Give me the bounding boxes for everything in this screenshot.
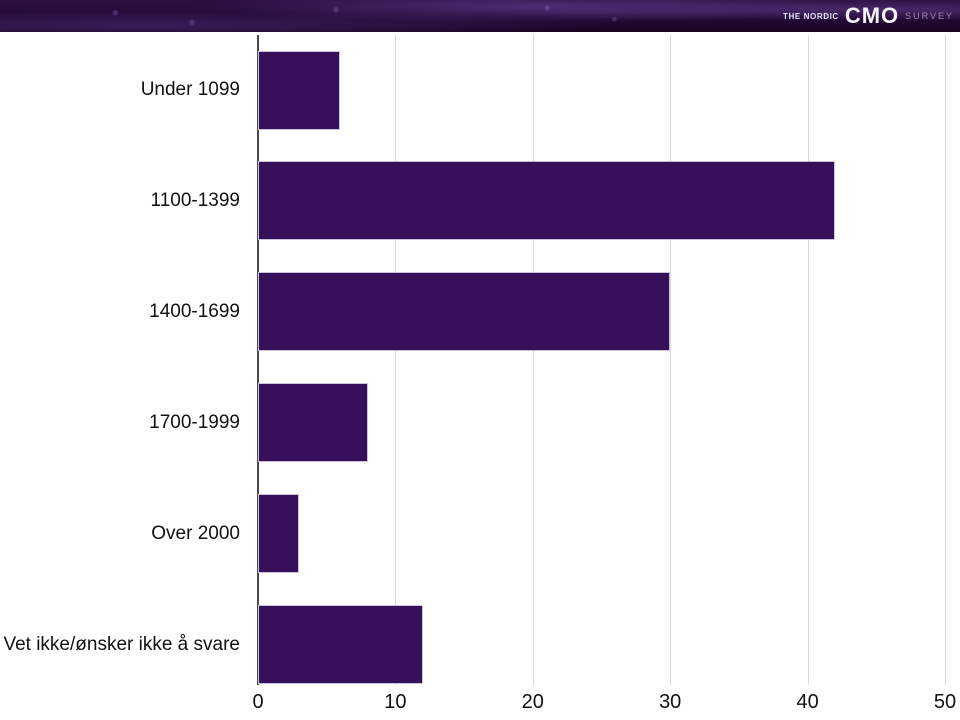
gridline-x-10 bbox=[395, 35, 397, 685]
bar-1 bbox=[258, 161, 836, 241]
x-tick-label-50: 50 bbox=[933, 691, 957, 713]
category-label-4: Over 2000 bbox=[151, 522, 240, 544]
plot-area bbox=[257, 35, 946, 685]
nordic-cmo-survey-logo: THE NORDIC CMO SURVEY bbox=[783, 0, 954, 32]
x-axis-ticks: 0 10 20 30 40 50 bbox=[252, 688, 956, 718]
x-tick-label-0: 0 bbox=[252, 691, 264, 713]
x-tick-label-10: 10 bbox=[384, 691, 407, 713]
gridline-x-50 bbox=[945, 35, 946, 685]
category-label-0: Under 1099 bbox=[140, 79, 240, 100]
brand-suffix: SURVEY bbox=[905, 11, 954, 21]
category-label-5: Vet ikke/ønsker ikke å svare bbox=[3, 633, 240, 655]
y-axis-line bbox=[257, 35, 259, 685]
gridline-x-40 bbox=[807, 35, 809, 685]
bar-4 bbox=[258, 494, 300, 574]
bar-3 bbox=[258, 383, 368, 463]
header-banner: THE NORDIC CMO SURVEY bbox=[0, 0, 960, 32]
bar-2 bbox=[258, 272, 671, 352]
bar-0 bbox=[258, 50, 341, 130]
brand-prefix: THE NORDIC bbox=[783, 11, 839, 21]
gridline-x-20 bbox=[532, 35, 534, 685]
category-axis: Under 1099 1100-1399 1400-1699 1700-1999 Ove… bbox=[0, 32, 240, 720]
gridline-x-30 bbox=[670, 35, 672, 685]
x-tick-label-40: 40 bbox=[796, 691, 819, 713]
brand-main: CMO bbox=[844, 3, 900, 28]
x-tick-label-20: 20 bbox=[521, 691, 544, 713]
bar-5 bbox=[258, 605, 423, 684]
x-tick-label-30: 30 bbox=[659, 691, 682, 713]
category-label-3: 1700-1999 bbox=[149, 411, 240, 433]
bar-chart: Under 1099 1100-1399 1400-1699 1700-1999 Ove… bbox=[0, 32, 960, 720]
category-label-1: 1100-1399 bbox=[150, 189, 240, 211]
category-label-2: 1400-1699 bbox=[149, 300, 240, 322]
